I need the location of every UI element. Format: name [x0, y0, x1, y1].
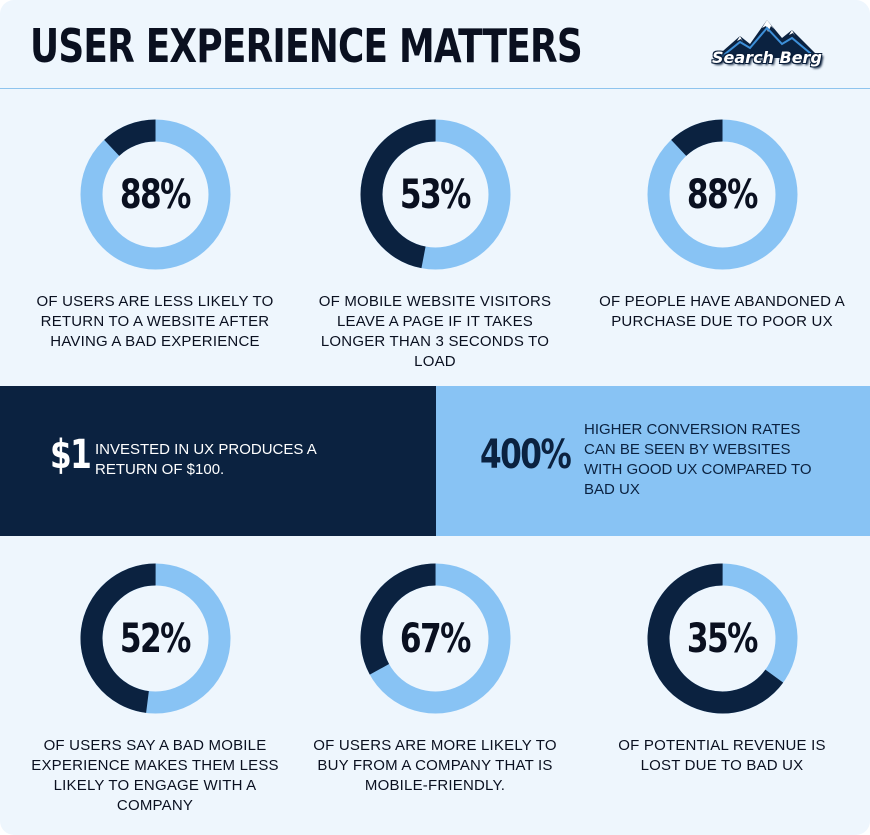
donut-value: 67% — [399, 615, 472, 662]
stat-caption: OF PEOPLE HAVE ABANDONED A PURCHASE DUE … — [599, 293, 845, 330]
band-value: 400% — [480, 432, 572, 478]
donut-chart: 67% — [358, 561, 513, 716]
stat-card: 67% OF USERS ARE MORE LIKELY TO BUY FROM… — [310, 561, 560, 796]
donut-svg — [647, 119, 797, 270]
stat-card: 52% OF USERS SAY A BAD MOBILE EXPERIENCE… — [30, 561, 280, 816]
donut-svg — [359, 563, 510, 714]
header-divider — [0, 88, 870, 89]
donut-arc — [647, 563, 797, 714]
highlight-band-left: $1 INVESTED IN UX PRODUCES A RETURN OF $… — [0, 386, 436, 536]
donut-svg — [647, 563, 797, 714]
stat-card: 88% OF USERS ARE LESS LIKELY TO RETURN T… — [30, 117, 280, 352]
mountain-icon — [715, 20, 820, 59]
stat-caption: OF USERS ARE MORE LIKELY TO BUY FROM A C… — [313, 737, 557, 794]
stat-caption: OF USERS SAY A BAD MOBILE EXPERIENCE MAK… — [31, 737, 279, 814]
stat-card: 35% OF POTENTIAL REVENUE IS LOST DUE TO … — [597, 561, 847, 776]
donut-chart: 88% — [645, 117, 800, 272]
band-text: INVESTED IN UX PRODUCES A RETURN OF $100… — [95, 441, 316, 478]
donut-chart: 52% — [78, 561, 233, 716]
donut-chart: 53% — [358, 117, 513, 272]
header: USER EXPERIENCE MATTERS Search Berg — [0, 0, 870, 88]
donut-arc — [80, 563, 230, 714]
page-title: USER EXPERIENCE MATTERS — [30, 19, 583, 73]
stat-card: 88% OF PEOPLE HAVE ABANDONED A PURCHASE … — [597, 117, 847, 332]
donut-arc — [359, 563, 510, 714]
highlight-band-right: 400% HIGHER CONVERSION RATES CAN BE SEEN… — [436, 386, 870, 536]
stat-caption: OF USERS ARE LESS LIKELY TO RETURN TO A … — [36, 293, 274, 350]
donut-svg — [80, 563, 230, 714]
donut-value: 52% — [119, 615, 192, 662]
donut-chart: 35% — [645, 561, 800, 716]
donut-value: 88% — [686, 171, 759, 218]
donut-svg — [80, 119, 230, 270]
donut-value: 88% — [119, 171, 192, 218]
brand-logo[interactable]: Search Berg — [710, 14, 825, 74]
stat-caption: OF MOBILE WEBSITE VISITORS LEAVE A PAGE … — [318, 293, 552, 370]
band-value: $1 — [50, 432, 92, 478]
donut-value: 35% — [686, 615, 759, 662]
donut-chart: 88% — [78, 117, 233, 272]
donut-value: 53% — [399, 171, 472, 218]
donut-arc — [360, 119, 510, 270]
donut-arc — [80, 119, 230, 270]
stat-card: 53% OF MOBILE WEBSITE VISITORS LEAVE A P… — [310, 117, 560, 372]
band-text: HIGHER CONVERSION RATES CAN BE SEEN BY W… — [584, 421, 812, 498]
logo-text: Search Berg — [712, 48, 822, 67]
stat-caption: OF POTENTIAL REVENUE IS LOST DUE TO BAD … — [618, 737, 826, 774]
donut-svg — [360, 119, 510, 270]
